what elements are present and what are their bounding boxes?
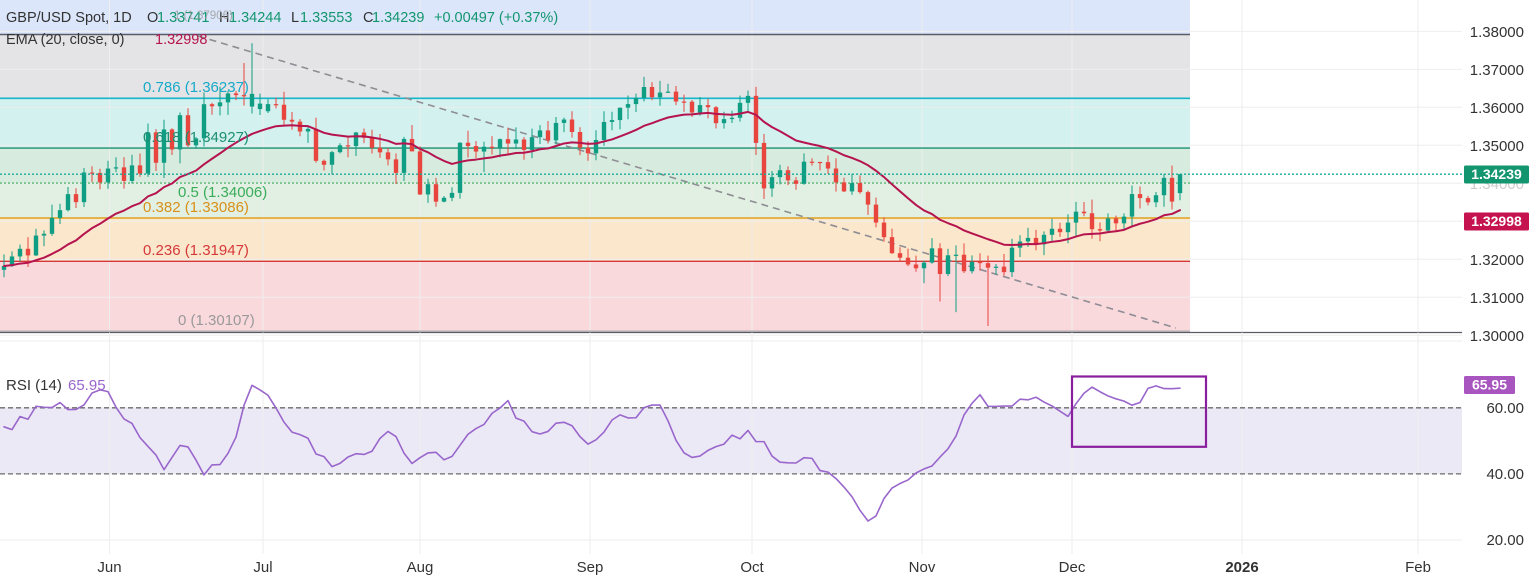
svg-text:1.34239: 1.34239 (1471, 166, 1522, 182)
svg-text:2026: 2026 (1225, 559, 1258, 576)
svg-text:RSI (14): RSI (14) (6, 377, 62, 394)
svg-text:Sep: Sep (577, 559, 604, 576)
svg-text:1.30000: 1.30000 (1470, 328, 1524, 345)
svg-text:1 (1.37906): 1 (1.37906) (174, 10, 233, 22)
svg-text:Aug: Aug (407, 559, 434, 576)
svg-text:1.32998: 1.32998 (1471, 213, 1522, 229)
svg-text:40.00: 40.00 (1486, 466, 1524, 483)
svg-text:1.31000: 1.31000 (1470, 290, 1524, 307)
svg-text:0.382 (1.33086): 0.382 (1.33086) (143, 199, 249, 216)
svg-text:20.00: 20.00 (1486, 532, 1524, 549)
svg-text:0.236 (1.31947): 0.236 (1.31947) (143, 242, 249, 259)
svg-text:EMA (20, close, 0): EMA (20, close, 0) (6, 32, 124, 48)
svg-text:65.95: 65.95 (68, 377, 106, 394)
svg-text:GBP/USD Spot, 1D: GBP/USD Spot, 1D (6, 10, 132, 26)
svg-text:1.32998: 1.32998 (155, 32, 207, 48)
svg-text:1.33553: 1.33553 (300, 10, 352, 26)
svg-text:0.786 (1.36237): 0.786 (1.36237) (143, 79, 249, 96)
svg-text:Jul: Jul (253, 559, 272, 576)
svg-text:+0.00497 (+0.37%): +0.00497 (+0.37%) (434, 10, 558, 26)
svg-text:Nov: Nov (909, 559, 936, 576)
svg-text:1.34239: 1.34239 (372, 10, 424, 26)
svg-text:65.95: 65.95 (1472, 377, 1507, 393)
svg-text:60.00: 60.00 (1486, 400, 1524, 417)
svg-text:1.36000: 1.36000 (1470, 100, 1524, 117)
svg-text:1.35000: 1.35000 (1470, 138, 1524, 155)
svg-text:1.32000: 1.32000 (1470, 252, 1524, 269)
svg-text:0.618 (1.34927): 0.618 (1.34927) (143, 129, 249, 146)
svg-text:Dec: Dec (1059, 559, 1086, 576)
svg-text:1.37000: 1.37000 (1470, 62, 1524, 79)
svg-text:1.34244: 1.34244 (229, 10, 281, 26)
svg-text:Feb: Feb (1405, 559, 1431, 576)
svg-text:0 (1.30107): 0 (1.30107) (178, 312, 255, 329)
svg-text:Jun: Jun (97, 559, 121, 576)
svg-text:Oct: Oct (740, 559, 764, 576)
svg-text:L: L (291, 10, 299, 26)
